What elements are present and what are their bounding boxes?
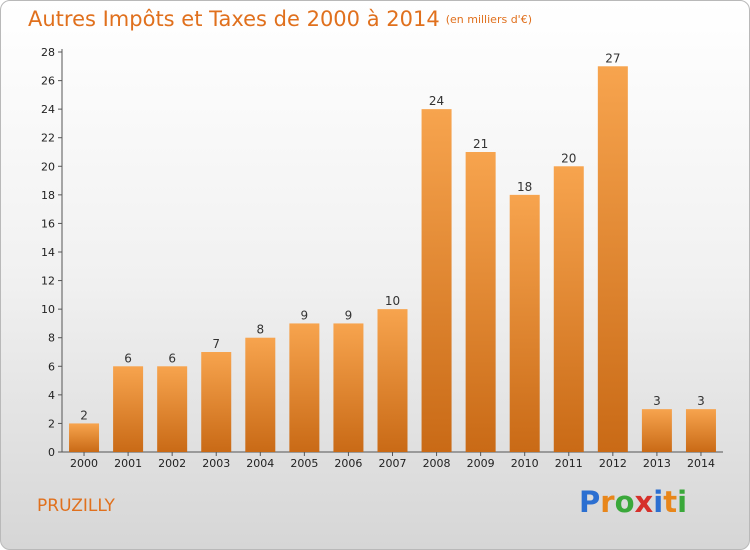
y-tick-label: 20: [41, 160, 55, 173]
y-tick-label: 10: [41, 303, 55, 316]
x-tick-label: 2005: [290, 457, 318, 470]
logo-letter: o: [614, 485, 635, 519]
bar: [465, 152, 496, 452]
bar: [685, 409, 716, 452]
x-tick-label: 2009: [467, 457, 495, 470]
bar: [69, 423, 100, 452]
y-tick-label: 22: [41, 132, 55, 145]
data-label: 6: [168, 351, 176, 365]
logo-letter: i: [677, 485, 688, 519]
bar: [113, 366, 144, 452]
bar: [333, 323, 364, 452]
data-label: 21: [473, 137, 488, 151]
y-tick-label: 26: [41, 75, 55, 88]
data-label: 27: [605, 51, 620, 65]
x-tick-label: 2012: [599, 457, 627, 470]
bar: [289, 323, 320, 452]
y-tick-label: 4: [48, 389, 55, 402]
x-tick-label: 2010: [511, 457, 539, 470]
x-tick-label: 2008: [423, 457, 451, 470]
bar: [377, 309, 408, 452]
x-tick-label: 2000: [70, 457, 98, 470]
y-tick-label: 0: [48, 446, 55, 459]
y-tick-label: 6: [48, 360, 55, 373]
x-tick-label: 2002: [158, 457, 186, 470]
y-tick-label: 24: [41, 103, 55, 116]
bar: [641, 409, 672, 452]
data-label: 10: [385, 294, 400, 308]
logo-letter: i: [653, 485, 664, 519]
logo-letter: P: [579, 485, 601, 519]
x-tick-label: 2013: [643, 457, 671, 470]
logo-letter: r: [600, 485, 615, 519]
data-label: 7: [212, 337, 220, 351]
bar: [553, 166, 584, 453]
data-label: 24: [429, 94, 444, 108]
y-tick-label: 16: [41, 217, 55, 230]
bar: [201, 352, 232, 452]
location-label: PRUZILLY: [37, 496, 115, 516]
bar: [157, 366, 188, 452]
bar: [245, 337, 276, 452]
logo-letter: t: [663, 485, 678, 519]
y-tick-label: 2: [48, 417, 55, 430]
x-tick-label: 2004: [246, 457, 274, 470]
x-tick-label: 2003: [202, 457, 230, 470]
data-label: 2: [80, 408, 88, 422]
data-label: 3: [697, 394, 705, 408]
proxiti-logo: Proxiti: [579, 485, 687, 519]
bar: [509, 194, 540, 452]
data-label: 18: [517, 180, 532, 194]
data-label: 6: [124, 351, 132, 365]
data-label: 8: [256, 323, 264, 337]
data-label: 9: [301, 308, 309, 322]
y-tick-label: 8: [48, 332, 55, 345]
data-label: 3: [653, 394, 661, 408]
chart-title: Autres Impôts et Taxes de 2000 à 2014 (en…: [28, 7, 532, 31]
y-tick-label: 28: [41, 46, 55, 59]
x-tick-label: 2007: [379, 457, 407, 470]
x-tick-label: 2001: [114, 457, 142, 470]
y-tick-label: 12: [41, 275, 55, 288]
bar: [421, 109, 452, 453]
y-tick-label: 18: [41, 189, 55, 202]
x-tick-label: 2011: [555, 457, 583, 470]
data-label: 20: [561, 151, 576, 165]
bar: [597, 66, 628, 453]
chart-title-unit: (en milliers d'€): [445, 13, 532, 26]
x-tick-label: 2006: [334, 457, 362, 470]
chart-title-text: Autres Impôts et Taxes de 2000 à 2014: [28, 7, 440, 31]
logo-letter: x: [634, 485, 654, 519]
y-tick-label: 14: [41, 246, 55, 259]
x-tick-label: 2014: [687, 457, 715, 470]
data-label: 9: [345, 308, 353, 322]
